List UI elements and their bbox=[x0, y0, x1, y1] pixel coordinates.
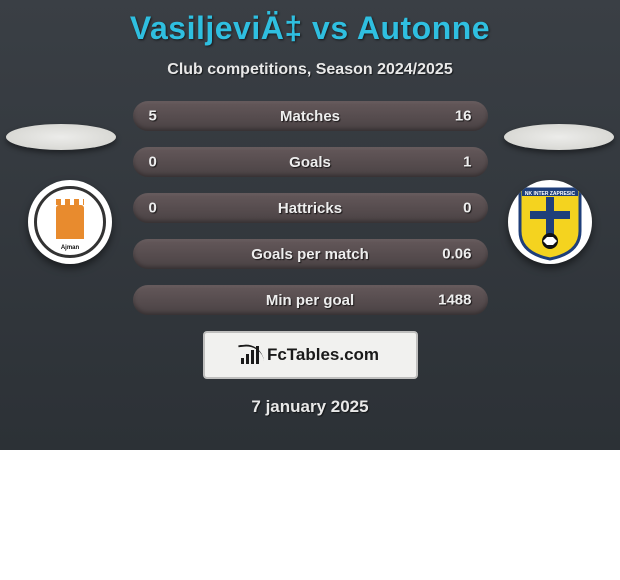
stat-left-value: 0 bbox=[149, 154, 157, 171]
comparison-card: VasiljeviÄ‡ vs Autonne Club competitions… bbox=[0, 0, 620, 450]
bar-chart-icon bbox=[241, 346, 263, 364]
stat-row: 5 Matches 16 bbox=[133, 101, 488, 131]
brand-text: FcTables.com bbox=[267, 345, 379, 365]
date-label: 7 january 2025 bbox=[0, 397, 620, 417]
footer-brand-box[interactable]: FcTables.com bbox=[203, 331, 418, 379]
stat-label: Goals bbox=[289, 154, 331, 171]
stat-right-value: 1 bbox=[463, 154, 471, 171]
stat-left-value: 0 bbox=[149, 200, 157, 217]
subtitle: Club competitions, Season 2024/2025 bbox=[0, 61, 620, 79]
page-title: VasiljeviÄ‡ vs Autonne bbox=[0, 0, 620, 47]
brand-logo: FcTables.com bbox=[241, 345, 379, 365]
stat-left-value: 5 bbox=[149, 108, 157, 125]
stat-right-value: 0 bbox=[463, 200, 471, 217]
stat-right-value: 16 bbox=[455, 108, 472, 125]
stats-list: 5 Matches 16 0 Goals 1 0 Hattricks 0 Goa… bbox=[0, 101, 620, 315]
stat-row: 0 Goals 1 bbox=[133, 147, 488, 177]
stat-label: Goals per match bbox=[251, 246, 369, 263]
stat-right-value: 0.06 bbox=[442, 246, 471, 263]
stat-row: Min per goal 1488 bbox=[133, 285, 488, 315]
stat-row: 0 Hattricks 0 bbox=[133, 193, 488, 223]
stat-row: Goals per match 0.06 bbox=[133, 239, 488, 269]
stat-label: Matches bbox=[280, 108, 340, 125]
stat-label: Min per goal bbox=[266, 292, 354, 309]
stat-label: Hattricks bbox=[278, 200, 342, 217]
stat-right-value: 1488 bbox=[438, 292, 471, 309]
